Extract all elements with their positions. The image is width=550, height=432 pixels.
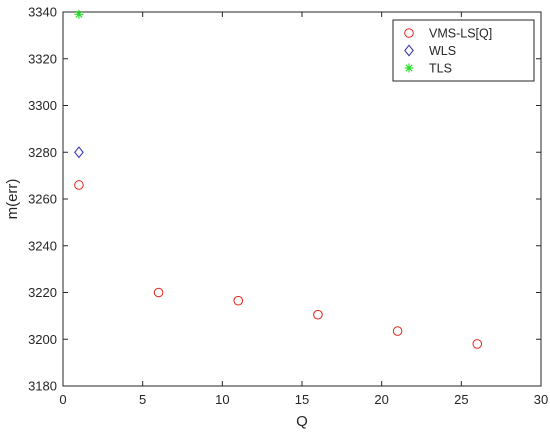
data-point-circle — [313, 309, 323, 320]
y-tick-label: 3200 — [28, 332, 57, 347]
y-tick-label: 3340 — [28, 5, 57, 20]
y-axis-label: m(err) — [4, 179, 21, 220]
x-tick-label: 15 — [295, 392, 309, 407]
x-tick-label: 25 — [454, 392, 468, 407]
x-tick-label: 20 — [374, 392, 388, 407]
legend-entry-label: VMS-LS[Q] — [429, 27, 492, 41]
x-tick-label: 10 — [215, 392, 229, 407]
legend-entry-label: WLS — [429, 44, 456, 58]
y-tick-label: 3280 — [28, 145, 57, 160]
data-point-circle — [392, 326, 403, 336]
y-tick-label: 3300 — [28, 98, 57, 113]
data-point-diamond — [74, 146, 84, 159]
legend-entry-label: TLS — [429, 62, 452, 76]
x-tick-label: 5 — [139, 392, 146, 407]
legend-box — [392, 19, 535, 82]
data-point-asterisk — [74, 9, 84, 19]
axes: 0 5 10 15 20 25 30 3180 3200 3220 3240 3260 3280 3300… — [28, 5, 548, 408]
y-tick-label: 3320 — [28, 51, 57, 66]
y-tick-label: 3260 — [28, 192, 57, 207]
x-tick-label: 30 — [534, 392, 548, 407]
x-tick-label: 0 — [59, 392, 66, 407]
data-point-circle — [472, 339, 483, 349]
legend: VMS-LS[Q] WLS TLS — [392, 19, 535, 82]
legend-marker — [404, 44, 414, 57]
data-point-circle — [233, 295, 244, 306]
legend-marker — [404, 63, 414, 73]
legend-marker — [404, 28, 414, 38]
data-point-circle — [74, 180, 84, 190]
x-axis-label: Q — [296, 413, 308, 430]
data-point-circle — [153, 287, 164, 298]
data-marks — [74, 9, 483, 349]
y-tick-label: 3180 — [28, 379, 57, 394]
y-tick-label: 3220 — [28, 285, 57, 300]
y-tick-label: 3240 — [28, 238, 57, 253]
